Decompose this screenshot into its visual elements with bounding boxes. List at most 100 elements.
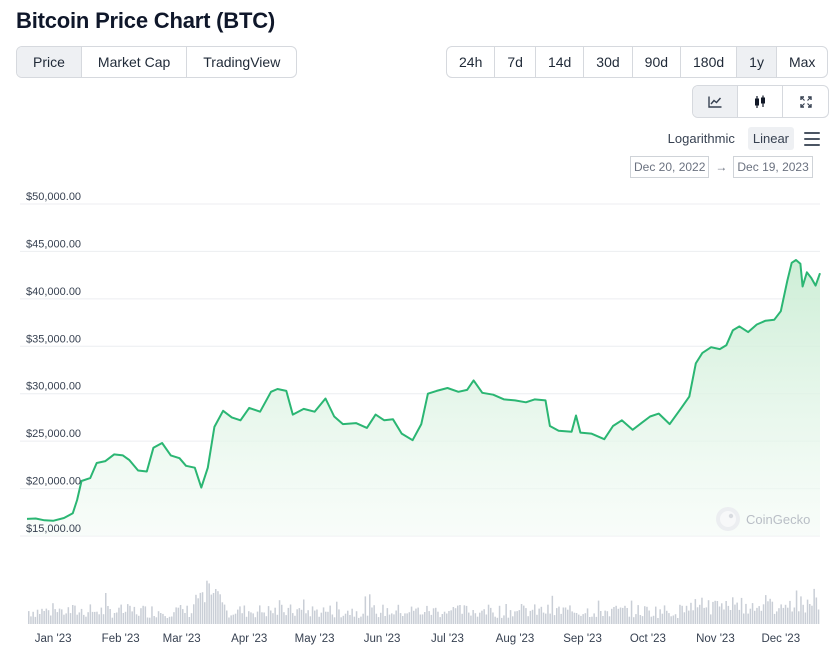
volume-bar bbox=[443, 611, 446, 624]
tab-market-cap[interactable]: Market Cap bbox=[82, 47, 188, 77]
volume-bar bbox=[28, 611, 30, 624]
tab-tradingview[interactable]: TradingView bbox=[203, 54, 281, 70]
date-to-input[interactable]: Dec 19, 2023 bbox=[733, 156, 813, 178]
volume-bar bbox=[127, 604, 129, 624]
volume-bar bbox=[175, 607, 177, 624]
volume-bar bbox=[696, 607, 699, 624]
volume-bar bbox=[725, 601, 727, 624]
volume-bar bbox=[208, 583, 210, 624]
volume-bar bbox=[171, 616, 173, 624]
volume-bar bbox=[190, 613, 193, 624]
volume-bar bbox=[490, 607, 492, 624]
range-1y-button[interactable]: 1y bbox=[737, 47, 777, 77]
hamburger-menu-icon[interactable] bbox=[804, 131, 820, 146]
date-from-input[interactable]: Dec 20, 2022 bbox=[630, 156, 710, 178]
volume-bar bbox=[188, 617, 191, 624]
volume-bar bbox=[331, 614, 334, 624]
volume-bar bbox=[182, 609, 184, 624]
volume-bar bbox=[298, 608, 301, 624]
volume-bar bbox=[804, 612, 807, 624]
volume-bar bbox=[333, 617, 336, 624]
volume-bar bbox=[74, 605, 76, 624]
volume-bar bbox=[551, 595, 554, 624]
volume-bar bbox=[397, 604, 400, 624]
volume-bar bbox=[795, 590, 798, 624]
volume-bar bbox=[179, 605, 182, 624]
volume-bar bbox=[472, 610, 474, 624]
volume-bar bbox=[52, 603, 54, 624]
volume-bar bbox=[393, 614, 395, 624]
volume-bar bbox=[600, 611, 602, 624]
expand-button[interactable] bbox=[783, 86, 828, 117]
y-tick-label: $30,000.00 bbox=[26, 381, 81, 393]
volume-bar bbox=[63, 614, 65, 624]
y-tick-label: $20,000.00 bbox=[26, 476, 81, 488]
volume-bar bbox=[421, 614, 424, 624]
volume-bar bbox=[562, 607, 565, 624]
volume-bar bbox=[61, 609, 63, 624]
volume-bar bbox=[481, 610, 483, 624]
volume-bar bbox=[626, 608, 628, 624]
volume-bar bbox=[754, 610, 756, 624]
volume-bar bbox=[756, 607, 758, 624]
price-chart[interactable]: $15,000.00 $20,000.00 $25,000.00 $30,000.00… bbox=[0, 180, 836, 662]
time-range-selector: 24h 7d 14d 30d 90d 180d 1y Max bbox=[446, 46, 829, 78]
range-14d-button[interactable]: 14d bbox=[536, 47, 585, 77]
volume-bar bbox=[226, 610, 228, 624]
volume-bar bbox=[459, 605, 461, 624]
range-max-button[interactable]: Max bbox=[788, 54, 816, 70]
volume-bar bbox=[122, 613, 125, 624]
volume-bar bbox=[276, 614, 279, 624]
range-90d-button[interactable]: 90d bbox=[633, 47, 682, 77]
volume-bar bbox=[525, 608, 527, 624]
volume-bar bbox=[457, 605, 459, 624]
logarithmic-scale-button[interactable]: Logarithmic bbox=[667, 131, 735, 146]
volume-bar bbox=[342, 615, 345, 624]
volume-bar bbox=[428, 611, 430, 624]
volume-bar bbox=[149, 617, 151, 624]
volume-bar bbox=[177, 607, 180, 624]
volume-bar bbox=[250, 612, 252, 624]
range-180d-button[interactable]: 180d bbox=[681, 47, 738, 77]
range-7d-button[interactable]: 7d bbox=[495, 47, 536, 77]
volume-bar bbox=[377, 617, 380, 624]
volume-bar bbox=[729, 610, 732, 624]
volume-bar bbox=[261, 612, 263, 624]
volume-bar bbox=[483, 609, 485, 624]
range-30d-button[interactable]: 30d bbox=[584, 47, 633, 77]
volume-bar bbox=[663, 605, 666, 624]
volume-bar bbox=[617, 608, 620, 624]
volume-bar bbox=[248, 611, 250, 624]
linear-scale-button[interactable]: Linear bbox=[747, 127, 794, 150]
volume-bar bbox=[395, 610, 397, 624]
volume-bar bbox=[569, 605, 571, 624]
volume-bar bbox=[204, 602, 206, 624]
volume-bar bbox=[406, 613, 408, 624]
range-24h-button[interactable]: 24h bbox=[447, 47, 496, 77]
volume-bar bbox=[787, 607, 789, 624]
volume-bar bbox=[769, 598, 771, 624]
line-chart-button[interactable] bbox=[693, 86, 738, 117]
volume-bar bbox=[362, 613, 364, 624]
volume-bar bbox=[615, 605, 617, 624]
volume-bar bbox=[582, 614, 584, 624]
volume-bar bbox=[311, 606, 314, 624]
x-tick-label: Sep '23 bbox=[563, 633, 602, 645]
volume-bar bbox=[531, 609, 534, 624]
volume-bar bbox=[199, 592, 202, 624]
volume-bar bbox=[655, 606, 657, 624]
volume-bar bbox=[718, 606, 721, 624]
volume-bar bbox=[166, 618, 169, 624]
volume-bar bbox=[767, 601, 769, 624]
volume-bar bbox=[371, 607, 373, 624]
volume-bar bbox=[168, 616, 171, 624]
volume-bar bbox=[153, 616, 155, 624]
volume-bar bbox=[674, 614, 677, 624]
volume-bar bbox=[373, 605, 375, 624]
volume-bar bbox=[740, 597, 743, 624]
y-tick-label: $25,000.00 bbox=[26, 428, 81, 440]
tab-price[interactable]: Price bbox=[17, 47, 82, 77]
volume-bar bbox=[586, 608, 589, 624]
y-tick-label: $50,000.00 bbox=[26, 191, 81, 203]
candlestick-button[interactable] bbox=[738, 86, 783, 117]
